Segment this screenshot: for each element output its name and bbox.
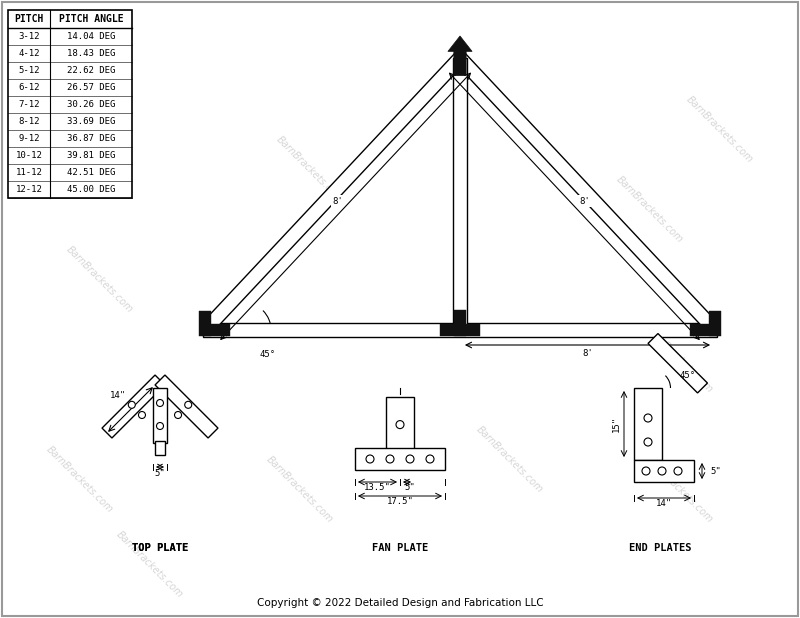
Text: PITCH ANGLE: PITCH ANGLE [58, 14, 123, 24]
Text: 42.51 DEG: 42.51 DEG [67, 168, 115, 177]
Circle shape [642, 467, 650, 475]
Circle shape [658, 467, 666, 475]
Bar [8, 10, 132, 198]
Text: 14": 14" [110, 391, 126, 399]
Circle shape [128, 401, 135, 408]
Text: 5": 5" [154, 470, 166, 478]
Text: BarnBrackets.com: BarnBrackets.com [645, 455, 715, 525]
Circle shape [157, 423, 163, 430]
Text: 45.00 DEG: 45.00 DEG [67, 185, 115, 194]
Text: 45°: 45° [260, 350, 276, 359]
Bar [454, 310, 466, 336]
Text: TOP PLATE: TOP PLATE [132, 543, 188, 553]
Text: BarnBrackets.com: BarnBrackets.com [265, 455, 335, 525]
Circle shape [366, 455, 374, 463]
Text: 22.62 DEG: 22.62 DEG [67, 66, 115, 75]
Text: 6-12: 6-12 [18, 83, 40, 92]
Text: FAN PLATE: FAN PLATE [372, 543, 428, 553]
Text: 11-12: 11-12 [15, 168, 42, 177]
Bar [153, 388, 167, 443]
Text: END PLATES: END PLATES [629, 543, 691, 553]
Text: 8': 8' [579, 197, 590, 206]
Text: 4-12: 4-12 [18, 49, 40, 58]
Polygon shape [453, 58, 467, 330]
Bar [199, 310, 211, 336]
Text: 14": 14" [656, 499, 672, 509]
Text: 5": 5" [405, 483, 415, 493]
Circle shape [644, 414, 652, 422]
Text: 36.87 DEG: 36.87 DEG [67, 134, 115, 143]
Bar [203, 323, 717, 337]
Text: 13.5": 13.5" [364, 483, 391, 493]
Text: BarnBrackets.com: BarnBrackets.com [45, 445, 115, 515]
Text: 45°: 45° [680, 371, 696, 381]
Bar [386, 397, 414, 449]
Text: BarnBrackets.com: BarnBrackets.com [474, 425, 546, 495]
Text: 33.69 DEG: 33.69 DEG [67, 117, 115, 126]
Text: 5-12: 5-12 [18, 66, 40, 75]
Circle shape [174, 412, 182, 418]
Bar [440, 324, 480, 336]
Text: 18.43 DEG: 18.43 DEG [67, 49, 115, 58]
Bar [634, 460, 694, 482]
Text: 8-12: 8-12 [18, 117, 40, 126]
Text: 10-12: 10-12 [15, 151, 42, 160]
Circle shape [644, 438, 652, 446]
Circle shape [386, 455, 394, 463]
Polygon shape [648, 334, 707, 393]
Circle shape [396, 421, 404, 429]
Text: BarnBrackets.com: BarnBrackets.com [274, 135, 346, 205]
Text: 30.26 DEG: 30.26 DEG [67, 100, 115, 109]
Text: 9-12: 9-12 [18, 134, 40, 143]
Circle shape [157, 399, 163, 407]
Text: 5": 5" [710, 467, 721, 475]
Text: BarnBrackets.com: BarnBrackets.com [645, 325, 715, 396]
Bar [155, 441, 165, 455]
Text: 39.81 DEG: 39.81 DEG [67, 151, 115, 160]
Polygon shape [455, 53, 720, 335]
Text: 14.04 DEG: 14.04 DEG [67, 32, 115, 41]
Circle shape [674, 467, 682, 475]
Text: BarnBrackets.com: BarnBrackets.com [614, 175, 686, 245]
Text: 8': 8' [582, 349, 593, 357]
Bar [634, 388, 662, 460]
Polygon shape [448, 36, 472, 75]
Text: BarnBrackets.com: BarnBrackets.com [685, 95, 755, 165]
Circle shape [138, 412, 146, 418]
Bar [709, 310, 721, 336]
Polygon shape [200, 53, 465, 335]
Polygon shape [155, 375, 218, 438]
Text: BarnBrackets.com: BarnBrackets.com [65, 245, 135, 315]
Text: PITCH: PITCH [14, 14, 44, 24]
Text: TOP PLATE: TOP PLATE [132, 543, 188, 553]
Text: 26.57 DEG: 26.57 DEG [67, 83, 115, 92]
Polygon shape [102, 375, 165, 438]
Text: 3-12: 3-12 [18, 32, 40, 41]
Text: 17.5": 17.5" [386, 497, 414, 507]
Text: 15": 15" [611, 416, 621, 432]
Text: BarnBrackets.com: BarnBrackets.com [114, 530, 186, 600]
Text: Copyright © 2022 Detailed Design and Fabrication LLC: Copyright © 2022 Detailed Design and Fab… [257, 598, 543, 608]
Text: 7-12: 7-12 [18, 100, 40, 109]
Text: 12-12: 12-12 [15, 185, 42, 194]
Bar [203, 324, 230, 336]
Bar [690, 324, 717, 336]
Text: 8': 8' [332, 197, 343, 206]
Circle shape [426, 455, 434, 463]
Circle shape [406, 455, 414, 463]
Bar [355, 448, 445, 470]
Circle shape [185, 401, 192, 408]
